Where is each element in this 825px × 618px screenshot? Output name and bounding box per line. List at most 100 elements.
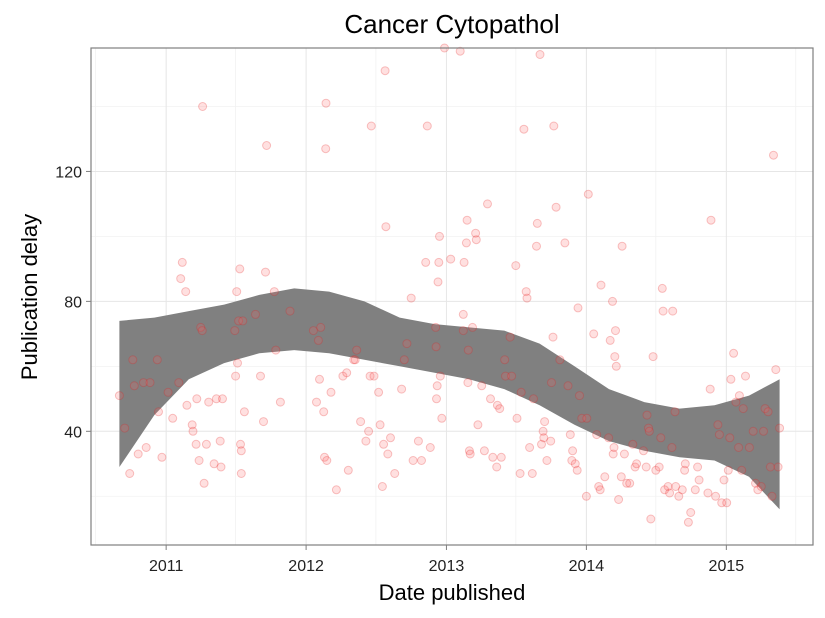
data-point bbox=[572, 465, 582, 475]
data-point bbox=[413, 436, 423, 446]
data-point bbox=[425, 443, 435, 452]
data-point bbox=[380, 66, 390, 76]
data-point bbox=[547, 378, 556, 388]
data-point bbox=[642, 410, 652, 420]
data-point bbox=[236, 439, 245, 449]
x-axis-title: Date published bbox=[379, 580, 526, 605]
data-point bbox=[236, 469, 246, 478]
data-point bbox=[551, 202, 561, 212]
data-point bbox=[773, 462, 783, 472]
data-point bbox=[462, 215, 472, 225]
data-point bbox=[461, 238, 471, 248]
data-point bbox=[657, 283, 667, 293]
data-point bbox=[706, 215, 716, 225]
data-point bbox=[671, 482, 681, 491]
data-point bbox=[181, 287, 191, 297]
data-point bbox=[312, 397, 321, 407]
data-point bbox=[459, 257, 469, 267]
data-point bbox=[163, 387, 173, 397]
data-point bbox=[432, 381, 442, 391]
data-point bbox=[128, 355, 138, 365]
data-point bbox=[622, 478, 632, 488]
data-point bbox=[725, 433, 735, 443]
data-point bbox=[275, 397, 285, 407]
data-point bbox=[737, 465, 747, 475]
data-point bbox=[196, 322, 206, 332]
data-point bbox=[157, 452, 167, 462]
data-point bbox=[644, 426, 654, 436]
data-point bbox=[658, 306, 668, 316]
data-point bbox=[538, 426, 548, 436]
data-point bbox=[465, 449, 475, 459]
data-point bbox=[182, 400, 192, 410]
data-point bbox=[374, 387, 384, 397]
data-point bbox=[539, 433, 549, 443]
data-point bbox=[238, 316, 248, 326]
chart-title: Cancer Cytopathol bbox=[344, 9, 559, 39]
confidence-band bbox=[119, 288, 780, 510]
data-point bbox=[473, 420, 483, 430]
data-point bbox=[751, 478, 760, 488]
data-point bbox=[199, 478, 209, 488]
data-point bbox=[322, 456, 332, 465]
data-point bbox=[230, 326, 240, 336]
grid bbox=[91, 48, 813, 545]
data-point bbox=[651, 465, 661, 475]
data-point bbox=[529, 394, 538, 404]
data-point bbox=[402, 339, 412, 349]
data-point bbox=[261, 267, 270, 277]
data-point bbox=[734, 443, 744, 452]
data-point bbox=[522, 293, 532, 303]
data-point bbox=[667, 443, 677, 452]
data-point bbox=[734, 391, 744, 401]
data-point bbox=[361, 436, 371, 446]
data-point bbox=[507, 371, 517, 381]
data-point bbox=[693, 462, 703, 472]
data-point bbox=[753, 485, 763, 495]
data-point bbox=[512, 413, 522, 423]
data-point bbox=[479, 446, 489, 456]
data-point bbox=[608, 296, 617, 306]
data-point bbox=[563, 381, 573, 391]
data-point bbox=[259, 417, 268, 427]
data-point bbox=[589, 329, 599, 339]
data-point bbox=[262, 141, 272, 150]
data-point bbox=[619, 449, 629, 459]
data-point bbox=[326, 387, 336, 397]
data-point bbox=[232, 287, 242, 297]
data-point bbox=[468, 322, 477, 332]
data-point bbox=[177, 257, 187, 267]
data-point bbox=[216, 462, 226, 472]
data-point bbox=[596, 280, 606, 290]
data-point bbox=[719, 475, 729, 485]
data-point bbox=[677, 485, 687, 495]
data-point bbox=[477, 381, 487, 391]
data-point bbox=[519, 124, 529, 134]
data-point bbox=[654, 462, 664, 472]
data-point bbox=[582, 413, 592, 423]
data-point bbox=[769, 150, 778, 160]
data-point bbox=[234, 316, 244, 326]
data-point bbox=[315, 374, 324, 384]
data-point bbox=[471, 228, 481, 238]
data-point bbox=[767, 491, 777, 501]
data-point bbox=[350, 355, 360, 365]
x-tick-label: 2013 bbox=[429, 558, 465, 575]
data-point bbox=[435, 231, 444, 241]
data-point bbox=[201, 439, 211, 449]
data-point bbox=[236, 446, 246, 456]
data-point bbox=[617, 241, 627, 251]
data-point bbox=[500, 355, 510, 365]
data-point bbox=[705, 384, 715, 394]
data-point bbox=[525, 443, 535, 452]
data-point bbox=[639, 446, 648, 456]
data-point bbox=[251, 309, 260, 319]
data-point bbox=[377, 482, 387, 491]
data-point bbox=[271, 345, 281, 355]
data-point bbox=[471, 235, 481, 245]
data-point bbox=[390, 469, 400, 478]
data-point bbox=[464, 446, 474, 456]
data-point bbox=[711, 491, 721, 501]
data-point bbox=[141, 443, 151, 452]
